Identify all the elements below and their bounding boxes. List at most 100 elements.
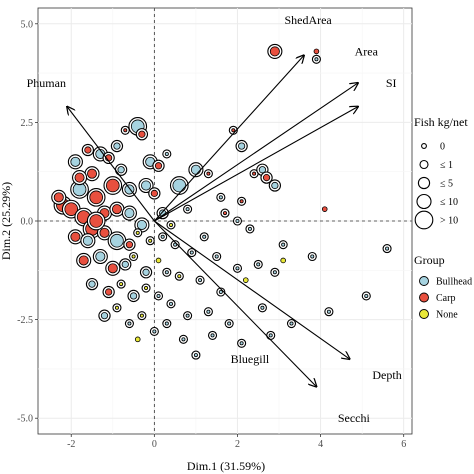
data-point <box>89 190 103 205</box>
arrows-layer: ShedArea Area SI Phuman Bluegill Depth Secchi <box>27 13 402 425</box>
arrow-label-phuman: Phuman <box>27 76 66 90</box>
size-legend-title: Fish kg/net <box>414 115 468 129</box>
data-point <box>252 171 257 176</box>
x-tick-label: 4 <box>318 439 323 450</box>
points-layer <box>51 43 392 360</box>
data-point <box>131 254 136 259</box>
data-point <box>326 309 331 314</box>
data-point <box>154 162 163 170</box>
data-point <box>258 166 266 174</box>
size-legend-swatch <box>419 159 429 170</box>
data-point <box>289 321 294 326</box>
data-point <box>172 178 187 193</box>
data-point <box>105 288 113 296</box>
data-point <box>314 57 319 62</box>
data-point <box>138 130 146 138</box>
data-point <box>269 46 280 57</box>
data-point <box>173 242 178 247</box>
data-point <box>271 181 279 190</box>
data-point <box>181 337 186 342</box>
data-point <box>190 164 201 175</box>
data-point <box>218 195 223 200</box>
data-point <box>53 192 64 203</box>
data-point <box>141 180 152 191</box>
data-point <box>107 263 118 274</box>
x-tick-label: 2 <box>235 439 240 450</box>
data-point <box>280 257 286 264</box>
data-point <box>100 312 109 320</box>
x-axis-title: Dim.1 (31.59%) <box>187 459 265 473</box>
data-point <box>95 251 106 262</box>
y-tick-label: -2.5 <box>17 315 33 326</box>
data-point <box>310 254 315 259</box>
arrow-label-si: SI <box>386 76 397 90</box>
data-point <box>210 333 215 338</box>
group-legend-swatch <box>419 292 429 303</box>
data-point <box>129 292 138 300</box>
data-point <box>202 234 207 239</box>
data-point <box>139 313 144 318</box>
data-point <box>164 151 169 156</box>
data-point <box>321 206 328 212</box>
arrow-bluegill <box>153 220 316 387</box>
data-point <box>88 280 96 288</box>
arrow-label-shedarea: ShedArea <box>284 13 332 27</box>
data-point <box>168 222 173 227</box>
data-point <box>235 266 240 271</box>
data-point <box>206 309 211 314</box>
arrow-phuman <box>67 107 155 222</box>
arrow-shedarea <box>153 55 304 222</box>
arrow-area <box>154 83 358 222</box>
size-legend-label: 0 <box>440 142 445 153</box>
data-point <box>87 168 98 179</box>
data-point <box>117 166 125 174</box>
data-point <box>82 235 93 246</box>
group-legend: Bullhead Carp None <box>419 276 472 321</box>
data-point <box>121 260 129 268</box>
data-point <box>239 341 244 346</box>
data-point <box>268 333 273 338</box>
data-point <box>160 234 165 239</box>
data-point <box>214 254 219 259</box>
data-point <box>106 178 120 193</box>
data-point <box>272 270 277 275</box>
data-point <box>119 282 124 287</box>
arrow-label-bluegill: Bluegill <box>231 352 270 366</box>
y-axis-title: Dim.2 (25.29%) <box>0 182 13 260</box>
group-legend-label: Carp <box>436 293 455 304</box>
data-point <box>218 289 223 294</box>
data-point <box>78 255 89 266</box>
arrow-label-depth: Depth <box>372 368 401 382</box>
data-point <box>185 313 190 318</box>
group-legend-label: Bullhead <box>436 277 472 288</box>
size-legend-swatch <box>421 143 427 149</box>
data-point <box>281 242 286 247</box>
data-point <box>206 171 211 176</box>
data-point <box>135 230 140 235</box>
data-point <box>89 214 103 228</box>
data-point <box>74 172 85 183</box>
data-point <box>164 270 169 275</box>
data-point <box>125 241 134 249</box>
data-point <box>144 286 149 291</box>
data-point <box>124 208 135 219</box>
data-point <box>222 211 227 216</box>
data-point <box>185 207 190 212</box>
data-point <box>262 174 271 182</box>
data-point <box>193 353 198 358</box>
group-legend-title: Group <box>414 253 445 267</box>
size-legend-swatch <box>416 193 432 210</box>
data-point <box>142 268 150 276</box>
group-legend-label: None <box>436 310 458 321</box>
data-point <box>256 262 261 267</box>
data-point <box>247 226 252 231</box>
data-point <box>156 293 161 298</box>
y-tick-label: 5.0 <box>21 19 34 30</box>
data-point <box>152 329 157 334</box>
x-tick-label: 0 <box>152 439 157 450</box>
group-legend-swatch <box>419 276 429 286</box>
data-point <box>114 305 119 310</box>
size-legend-label: ≤ 5 <box>440 179 453 190</box>
y-tick-label: -5.0 <box>17 414 33 425</box>
data-point <box>168 301 173 306</box>
